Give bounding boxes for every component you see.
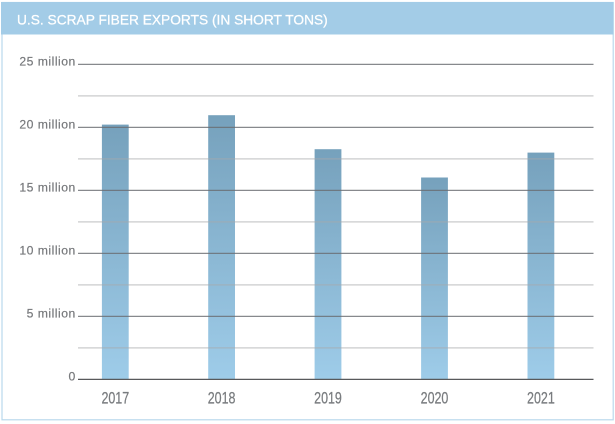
svg-text:2019: 2019 bbox=[314, 390, 342, 408]
svg-text:2021: 2021 bbox=[527, 390, 555, 408]
svg-text:2017: 2017 bbox=[101, 390, 129, 408]
svg-text:15 million: 15 million bbox=[19, 181, 75, 195]
svg-text:U.S. SCRAP FIBER EXPORTS (IN S: U.S. SCRAP FIBER EXPORTS (IN SHORT TONS) bbox=[17, 11, 328, 27]
svg-text:0: 0 bbox=[69, 370, 76, 384]
svg-text:2018: 2018 bbox=[208, 390, 236, 408]
svg-text:2020: 2020 bbox=[421, 390, 449, 408]
svg-text:20 million: 20 million bbox=[19, 118, 75, 132]
svg-text:5 million: 5 million bbox=[27, 307, 76, 321]
svg-text:10 million: 10 million bbox=[19, 244, 75, 258]
svg-text:25 million: 25 million bbox=[19, 55, 75, 69]
